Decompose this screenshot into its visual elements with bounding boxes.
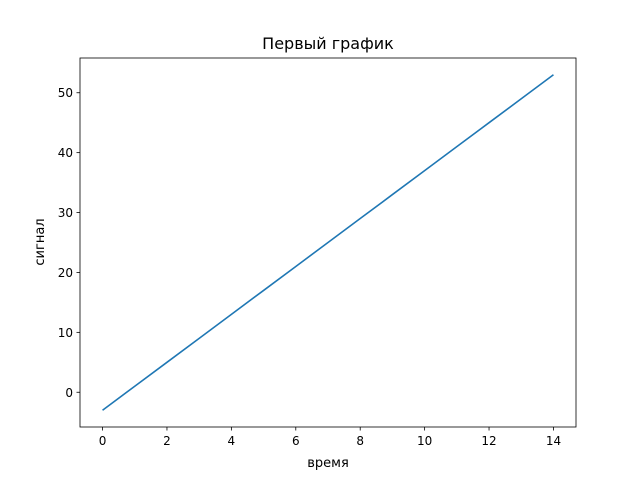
y-axis: 0 10 20 30 40 50	[58, 86, 80, 400]
x-axis-label: время	[307, 456, 349, 471]
x-tick-label: 4	[228, 434, 236, 448]
x-tick-label: 14	[546, 434, 561, 448]
y-tick-label: 30	[58, 206, 73, 220]
x-tick-label: 0	[99, 434, 107, 448]
plot-area	[102, 74, 554, 411]
x-tick-label: 10	[417, 434, 432, 448]
x-tick-label: 6	[292, 434, 300, 448]
y-tick-label: 10	[58, 326, 73, 340]
x-tick-label: 12	[481, 434, 496, 448]
axes-frame	[79, 57, 577, 428]
x-tick-label: 2	[163, 434, 171, 448]
x-tick-label: 8	[356, 434, 364, 448]
y-tick-label: 20	[58, 266, 73, 280]
x-axis: 0 2 4 6 8 10 12 14	[99, 427, 561, 448]
chart-title: Первый график	[262, 34, 394, 53]
y-axis-label: сигнал	[33, 218, 48, 265]
y-tick-label: 50	[58, 86, 73, 100]
y-tick-label: 40	[58, 146, 73, 160]
series-line	[102, 74, 554, 411]
y-tick-label: 0	[65, 386, 73, 400]
